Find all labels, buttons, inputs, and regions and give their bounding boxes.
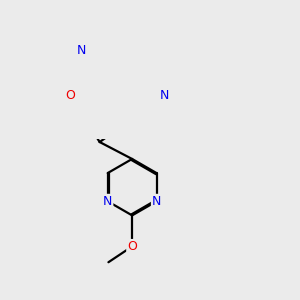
Text: N: N	[152, 195, 161, 208]
Text: N: N	[103, 195, 112, 208]
Text: N: N	[160, 89, 169, 102]
Text: O: O	[127, 240, 137, 253]
Text: N: N	[77, 44, 86, 57]
Text: O: O	[65, 89, 75, 102]
